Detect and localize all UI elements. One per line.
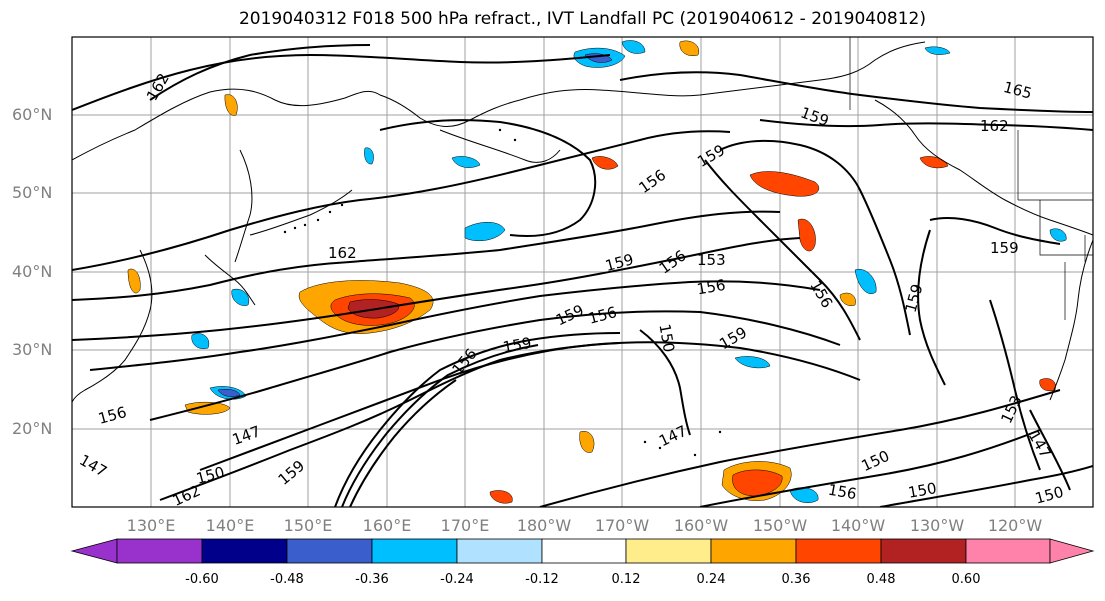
colorbar-bin <box>201 538 288 564</box>
colorbar-bin <box>795 538 882 564</box>
lon-label: 130°W <box>909 516 965 535</box>
colorbar-tick-label: 0.24 <box>696 572 726 587</box>
colorbar <box>70 538 1095 564</box>
anomaly-blob <box>797 218 816 252</box>
contour-label: 150 <box>907 479 938 502</box>
colorbar-bin <box>880 538 967 564</box>
contour-label: 162 <box>328 244 357 262</box>
anomaly-blob <box>217 388 241 397</box>
contour-label: 156 <box>695 276 726 299</box>
anomaly-blob <box>224 94 238 116</box>
lon-label: 180°W <box>516 516 572 535</box>
colorbar-tick-label: 0.12 <box>611 572 641 587</box>
contour-label: 153 <box>697 251 726 269</box>
coastlines <box>72 41 1093 403</box>
colorbar-tick-label: -0.24 <box>440 572 474 587</box>
contours <box>72 44 1093 507</box>
lon-label: 150°E <box>283 516 333 535</box>
lat-label: 30°N <box>12 340 53 359</box>
anomaly-blob <box>451 156 481 168</box>
colorbar-tick-label: 0.48 <box>866 572 896 587</box>
colorbar-extend-high <box>1049 538 1095 564</box>
lon-label: 160°E <box>362 516 412 535</box>
colorbar-tick-label: -0.12 <box>525 572 559 587</box>
lon-label: 170°E <box>440 516 490 535</box>
map-frame <box>71 36 1094 508</box>
lon-label: 140°E <box>205 516 255 535</box>
contour-label: 156 <box>827 481 858 504</box>
anomaly-blob <box>1039 378 1056 392</box>
boundaries <box>849 37 1093 320</box>
anomaly-blob <box>679 40 700 56</box>
lon-label: 160°W <box>673 516 729 535</box>
anomaly-blob <box>734 356 771 369</box>
anomaly-blob <box>621 40 646 54</box>
colorbar-tick-label: -0.48 <box>270 572 304 587</box>
map-title: 2019040312 F018 500 hPa refract., IVT La… <box>238 9 926 29</box>
anomaly-blob <box>749 171 820 197</box>
colorbar-bin <box>625 538 712 564</box>
colorbar-bin <box>286 538 373 564</box>
anomaly-blob <box>732 469 783 497</box>
colorbar-tick-label: 0.60 <box>951 572 981 587</box>
anomaly-blob <box>464 222 506 241</box>
contour-label: 159 <box>990 239 1019 257</box>
colorbar-bin <box>710 538 797 564</box>
anomaly-blob <box>231 288 250 306</box>
lat-label: 50°N <box>12 183 53 202</box>
anomaly-blob <box>489 490 513 504</box>
colorbar-bin <box>965 538 1051 564</box>
lat-label: 60°N <box>12 105 53 124</box>
contour-label: 150 <box>655 322 678 353</box>
contour-label: 162 <box>980 117 1009 135</box>
colorbar-bin <box>541 538 627 564</box>
lon-label: 150°W <box>752 516 808 535</box>
anomaly-blob <box>924 46 951 55</box>
contour-label: 159 <box>501 334 532 357</box>
anomaly-blob <box>191 333 210 349</box>
colorbar-tick-label: -0.60 <box>185 572 219 587</box>
anomaly-blob <box>839 292 856 306</box>
colorbar-bin <box>456 538 543 564</box>
anomaly-blob <box>591 156 619 170</box>
colorbar-bin <box>116 538 203 564</box>
lon-label: 170°W <box>594 516 650 535</box>
anomaly-blob <box>127 268 141 294</box>
colorbar-bin <box>371 538 458 564</box>
anomaly-blob <box>184 401 231 415</box>
anomaly-blob <box>854 268 877 294</box>
lon-label: 130°E <box>126 516 176 535</box>
colorbar-extend-low <box>70 538 118 564</box>
lon-label: 120°W <box>987 516 1043 535</box>
lat-label: 20°N <box>12 419 53 438</box>
anomaly-blob <box>1049 228 1067 242</box>
colorbar-tick-label: 0.36 <box>781 572 811 587</box>
lon-label: 140°W <box>830 516 886 535</box>
islands <box>283 128 722 457</box>
anomaly-blob <box>364 147 374 165</box>
anomaly-blob <box>579 430 595 453</box>
lat-label: 40°N <box>12 262 53 281</box>
colorbar-tick-label: -0.36 <box>355 572 389 587</box>
